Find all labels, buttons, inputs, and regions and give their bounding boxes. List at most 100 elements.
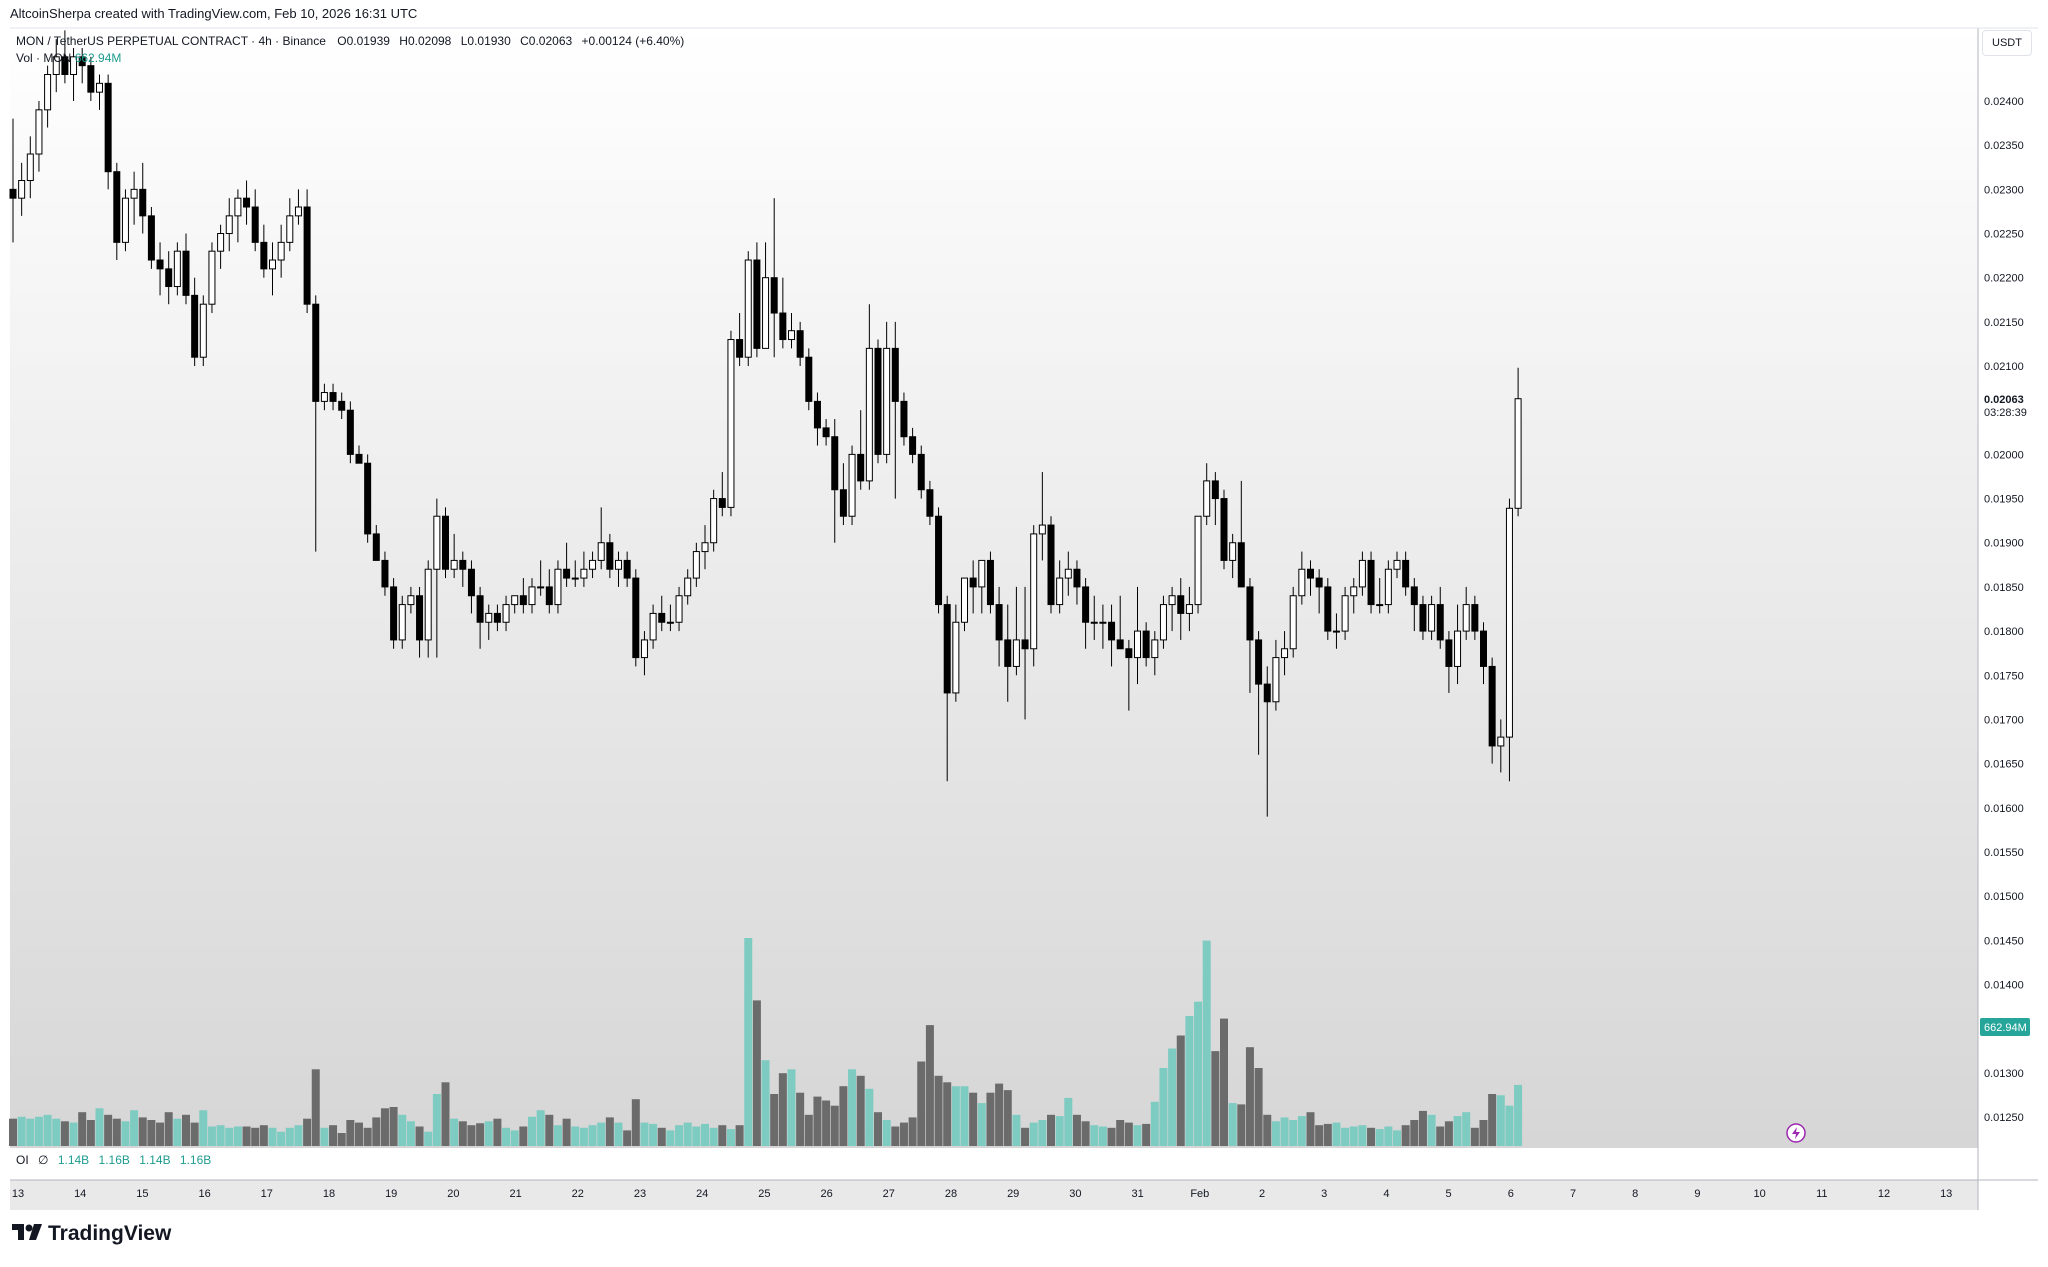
candle-body (251, 206, 259, 243)
candle (1168, 586, 1176, 632)
last-price-box (1980, 391, 2032, 419)
candle (502, 595, 510, 632)
volume-bar (761, 1060, 770, 1146)
candle-body (658, 612, 666, 623)
volume-bar (484, 1121, 493, 1146)
candle (511, 595, 519, 614)
candle (9, 118, 17, 243)
candle (571, 560, 579, 587)
currency-unit-button[interactable]: USDT (1982, 30, 2032, 56)
candle-body (1436, 604, 1444, 641)
volume-bar (597, 1122, 606, 1146)
candle (1298, 551, 1306, 605)
volume-bar (1479, 1120, 1488, 1146)
high-value: 0.02098 (407, 34, 452, 48)
candle (1108, 604, 1116, 667)
candle-body (1402, 559, 1410, 588)
volume-bar (173, 1118, 182, 1146)
volume-bar (277, 1131, 286, 1146)
candle-body (632, 577, 640, 659)
volume-bar (311, 1069, 320, 1146)
volume-bar (579, 1127, 588, 1146)
volume-bar (1142, 1123, 1151, 1146)
volume-bar (899, 1122, 908, 1146)
volume-label[interactable]: Vol · MON (16, 51, 72, 65)
volume-bar (259, 1125, 268, 1146)
candle (753, 242, 761, 358)
candle-body (969, 577, 977, 588)
candle-body (1298, 568, 1306, 597)
volume-bar (969, 1092, 978, 1146)
price-tick-label: 0.02150 (1984, 317, 2024, 329)
candle-body (1255, 639, 1263, 685)
candle-body (346, 409, 354, 455)
volume-bar (1133, 1125, 1142, 1146)
volume-bar (182, 1114, 190, 1146)
volume-bar (1072, 1114, 1081, 1146)
candle (666, 604, 674, 632)
candle-body (1038, 524, 1046, 535)
symbol-title[interactable]: MON / TetherUS PERPETUAL CONTRACT · 4h ·… (16, 34, 326, 48)
candle-body (1315, 577, 1323, 588)
price-axis[interactable]: 0.02400 0.02350 0.02300 0.02250 0.02200 0.021… (1984, 96, 2024, 1124)
candle (26, 136, 34, 199)
volume-bar (951, 1086, 960, 1146)
volume-bar (562, 1118, 571, 1146)
candle (839, 463, 847, 526)
candle-body (1073, 568, 1081, 588)
candle (338, 392, 346, 420)
volume-bar (571, 1126, 580, 1146)
volume-bar (406, 1121, 415, 1146)
candle-body (1272, 657, 1280, 703)
candle (762, 242, 770, 349)
candle (1047, 516, 1055, 614)
candle (1082, 578, 1090, 649)
volume-bar (683, 1122, 692, 1146)
lightning-icon[interactable] (1786, 1123, 1806, 1143)
candle-body (701, 542, 709, 553)
candle-body (1514, 398, 1522, 509)
candle-body (597, 542, 605, 561)
candle-body (770, 277, 778, 314)
volume-bar (26, 1118, 35, 1146)
volume-bar (1496, 1095, 1505, 1146)
time-axis[interactable]: 13 14 15 16 17 18 19 20 21 22 23 24 25 26 27 28 29 30 31 Fe… (12, 1188, 1952, 1200)
time-tick-label: 17 (261, 1188, 273, 1200)
candle-body (779, 312, 787, 341)
candle (1497, 719, 1505, 773)
candle (1410, 578, 1418, 632)
candle (1454, 604, 1462, 685)
volume-bar (726, 1129, 735, 1146)
candle (1255, 631, 1263, 755)
volume-bar (536, 1110, 545, 1146)
volume-bar (1090, 1125, 1099, 1146)
candle (1315, 569, 1323, 614)
volume-bar (1505, 1105, 1514, 1146)
volume-bar (804, 1114, 813, 1146)
volume-bar (934, 1075, 943, 1146)
volume-bar (251, 1127, 260, 1146)
candle-body (1108, 621, 1116, 641)
candle (1038, 472, 1046, 561)
candle (260, 224, 268, 278)
volume-legend[interactable]: Vol · MON 662.94M (16, 51, 121, 65)
symbol-legend[interactable]: MON / TetherUS PERPETUAL CONTRACT · 4h ·… (16, 34, 684, 48)
candle-body (917, 453, 925, 491)
candle (1021, 586, 1029, 720)
volume-bar (856, 1075, 865, 1146)
volume-bar (432, 1094, 441, 1146)
candle (147, 207, 155, 269)
candle-body (554, 568, 562, 606)
candle-body (338, 400, 346, 411)
candle (969, 560, 977, 614)
time-tick-label: 30 (1069, 1188, 1081, 1200)
candle (692, 542, 700, 587)
open-interest-legend[interactable]: OI ∅ 1.14B 1.16B 1.14B 1.16B (16, 1153, 211, 1167)
time-tick-label: 24 (696, 1188, 708, 1200)
candle (1384, 560, 1392, 614)
tradingview-brand[interactable]: TradingView (12, 1222, 171, 1246)
candle (364, 454, 372, 543)
volume-bar (1194, 1001, 1203, 1146)
volume-bar (605, 1117, 614, 1146)
